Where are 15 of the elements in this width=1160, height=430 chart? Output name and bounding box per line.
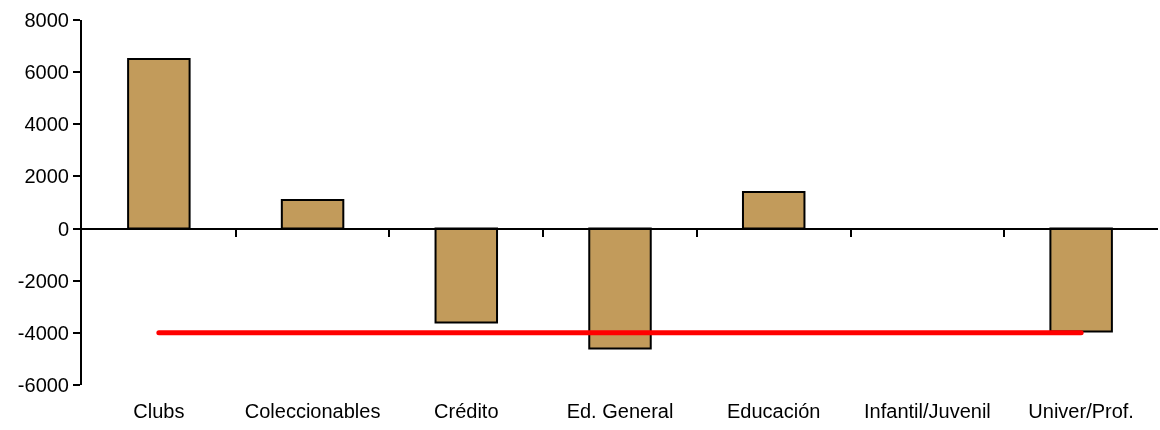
x-tick-label: Ed. General	[566, 400, 674, 422]
y-tick-label: 0	[57, 217, 69, 240]
y-tick-label: -6000	[17, 374, 69, 396]
x-tick-label: Clubs	[133, 400, 185, 422]
y-tick-label: 8000	[24, 9, 69, 31]
y-tick-label: -2000	[17, 269, 69, 292]
y-tick-label: 6000	[24, 61, 69, 84]
y-tick-label: -4000	[17, 321, 69, 344]
x-tick-label: Educación	[727, 400, 821, 422]
x-tick-label: Crédito	[434, 400, 499, 422]
y-tick-label: 2000	[24, 165, 69, 188]
x-tick-label: Infantil/Juvenil	[864, 400, 991, 422]
x-tick-label: Univer/Prof.	[1028, 400, 1134, 422]
y-tick-label: 4000	[24, 113, 69, 136]
x-tick-label: Coleccionables	[244, 400, 381, 422]
